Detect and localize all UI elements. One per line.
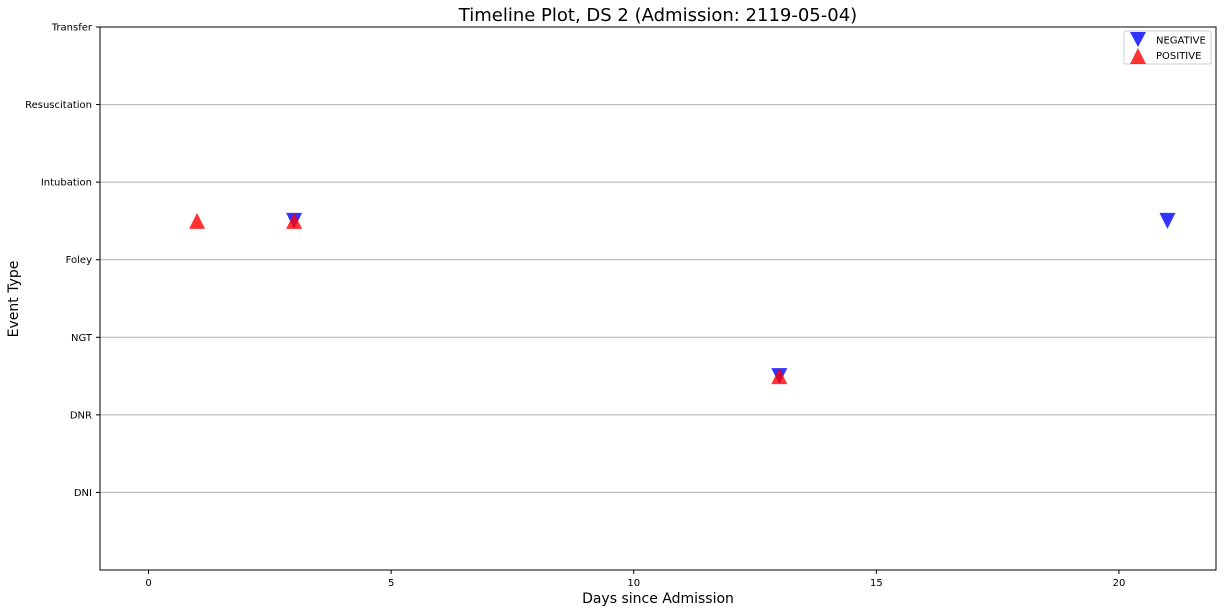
data-markers <box>189 212 1176 385</box>
y-tick-label: Intubation <box>41 178 92 189</box>
x-tick-label: 15 <box>870 578 883 589</box>
legend-positive-label: POSITIVE <box>1156 51 1201 62</box>
plot-area-frame <box>99 26 1217 571</box>
legend-negative-marker <box>1130 32 1146 47</box>
x-tick-label: 5 <box>388 578 394 589</box>
y-axis-title: Event Type <box>6 261 22 338</box>
negative-marker <box>1159 212 1176 229</box>
x-tick-label: 0 <box>145 578 151 589</box>
x-axis-ticks: 0 5 10 15 20 <box>145 570 1125 589</box>
y-gridlines <box>100 26 1216 493</box>
legend-box <box>1123 30 1212 65</box>
y-tick-label: Resuscitation <box>25 100 92 111</box>
y-tick-label: Foley <box>66 255 92 266</box>
y-tick-label: Transfer <box>51 23 93 34</box>
x-axis-title: Days since Admission <box>582 591 734 607</box>
x-tick-label: 10 <box>627 578 640 589</box>
legend: NEGATIVE POSITIVE <box>1123 30 1212 65</box>
legend-positive-marker <box>1130 48 1146 64</box>
chart-title: Timeline Plot, DS 2 (Admission: 2119-05-… <box>458 5 857 26</box>
y-tick-label: NGT <box>71 333 93 344</box>
y-axis-ticks: DNI DNR NGT Foley Intubation Resuscitation Tra… <box>25 23 100 499</box>
x-tick-label: 20 <box>1113 578 1126 589</box>
y-tick-label: DNI <box>74 488 92 499</box>
positive-marker <box>189 212 206 229</box>
legend-negative-label: NEGATIVE <box>1156 36 1206 47</box>
positive-marker <box>286 212 303 229</box>
y-tick-label: DNR <box>70 410 92 421</box>
positive-marker <box>771 368 788 385</box>
